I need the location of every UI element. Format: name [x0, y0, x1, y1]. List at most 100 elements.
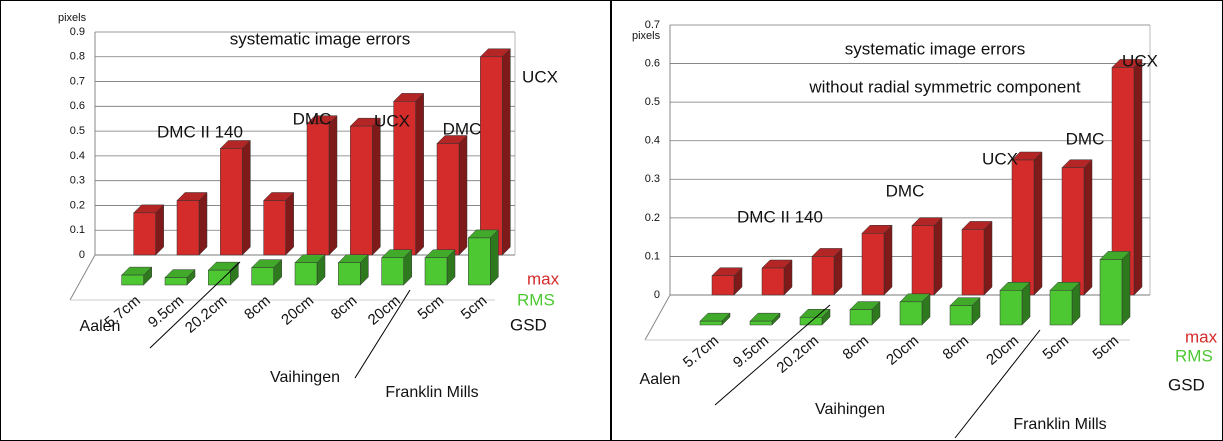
y-tick-label: 0.2 [645, 212, 660, 224]
bar [711, 275, 735, 296]
x-tick-label: 5cm [1039, 332, 1072, 363]
bar [749, 320, 773, 326]
x-tick-label: 5.7cm [680, 332, 722, 371]
bar-side [372, 117, 381, 256]
bar [424, 257, 448, 286]
bar-3d [306, 115, 338, 256]
y-tick-label: 0.7 [70, 75, 85, 87]
y-tick-label: 0 [79, 249, 85, 261]
bar-3d [749, 312, 781, 326]
bar-3d [479, 48, 511, 256]
group-label: Vaihingen [815, 401, 885, 418]
bar [1049, 290, 1073, 326]
x-tick-label: 8cm [839, 332, 872, 363]
bar-3d [219, 139, 251, 256]
bar [338, 262, 361, 286]
camera-annotation: DMC II 140 [737, 207, 823, 226]
bar-3d [176, 191, 208, 256]
bar-3d [424, 249, 456, 286]
camera-annotation: DMC [1066, 129, 1105, 148]
bar [133, 212, 156, 256]
bar-3d [337, 254, 369, 286]
camera-annotation: DMC [443, 119, 482, 138]
bar [350, 125, 373, 256]
x-axis-label: GSD [1168, 375, 1205, 394]
bar [263, 200, 286, 256]
x-tick-label: 8cm [939, 332, 972, 363]
bar-side [933, 216, 943, 296]
floor-edge [69, 254, 96, 301]
bar-3d [381, 249, 413, 286]
bar-side [490, 229, 499, 286]
x-tick-label: 5cm [458, 292, 491, 323]
x-tick-label: 8cm [241, 292, 274, 323]
x-tick-label: 9.5cm [730, 332, 772, 371]
bar [899, 301, 923, 326]
camera-annotation: UCX [1122, 51, 1158, 70]
chart-title: systematic image errors [230, 29, 410, 48]
bar-3d [761, 259, 793, 296]
group-label: Franklin Mills [1013, 416, 1106, 433]
bar-3d [349, 117, 381, 256]
bar [480, 56, 503, 256]
bar-3d [294, 254, 326, 286]
bar-3d [961, 220, 993, 296]
bar [999, 290, 1023, 326]
bar [208, 269, 231, 286]
x-tick-label: 8cm [328, 292, 361, 323]
bar [176, 200, 200, 256]
bar [381, 257, 404, 286]
x-tick-label: 5cm [1089, 332, 1122, 363]
group-label: Vaihingen [270, 369, 340, 386]
x-tick-label: 20cm [983, 332, 1022, 369]
bar [961, 229, 985, 296]
x-tick-label: 20.2cm [182, 292, 231, 337]
y-tick-label: 0.8 [70, 51, 85, 63]
y-tick-label: 0.1 [70, 224, 85, 236]
y-tick-label: 0 [654, 289, 660, 301]
bar-3d [1061, 159, 1093, 296]
bar [949, 305, 973, 326]
camera-annotation: DMC [293, 109, 332, 128]
bar-side [198, 191, 208, 256]
y-axis-label: pixels [58, 12, 87, 24]
camera-annotation: UCX [982, 149, 1018, 168]
floor-edge [644, 294, 671, 341]
bar [1061, 167, 1085, 296]
bar-3d [799, 308, 831, 326]
bar-side [155, 204, 164, 256]
bar-3d [911, 216, 943, 296]
y-tick-label: 0.5 [645, 96, 660, 108]
camera-annotation: DMC II 140 [157, 122, 243, 141]
bar-3d [207, 261, 239, 286]
bar-side [1033, 151, 1043, 296]
bar-3d [899, 293, 931, 326]
group-label: Franklin Mills [385, 384, 478, 401]
bar-3d [999, 281, 1031, 326]
bar-3d [164, 268, 196, 286]
y-tick-label: 0.3 [70, 175, 85, 187]
bar [699, 320, 723, 326]
camera-annotation: UCX [374, 111, 410, 130]
bar-side [1133, 58, 1143, 296]
legend-label: max [1185, 327, 1218, 346]
bar [911, 225, 935, 296]
x-axis-label: GSD [510, 315, 547, 334]
bar [251, 267, 274, 286]
bar-3d [436, 134, 468, 256]
bar-3d [1099, 250, 1131, 326]
bar-side [242, 139, 251, 256]
bar [849, 309, 873, 326]
bar [121, 274, 144, 286]
y-tick-label: 0.4 [645, 135, 660, 147]
y-tick-label: 0.5 [70, 125, 85, 137]
legend-label: RMS [517, 290, 555, 309]
bar [1011, 159, 1035, 296]
bar-3d [1049, 281, 1081, 326]
y-axis-label: pixels [632, 30, 661, 42]
bar-side [328, 115, 338, 256]
bar [468, 237, 491, 286]
bar-3d [251, 259, 283, 286]
camera-annotation: UCX [522, 67, 558, 86]
